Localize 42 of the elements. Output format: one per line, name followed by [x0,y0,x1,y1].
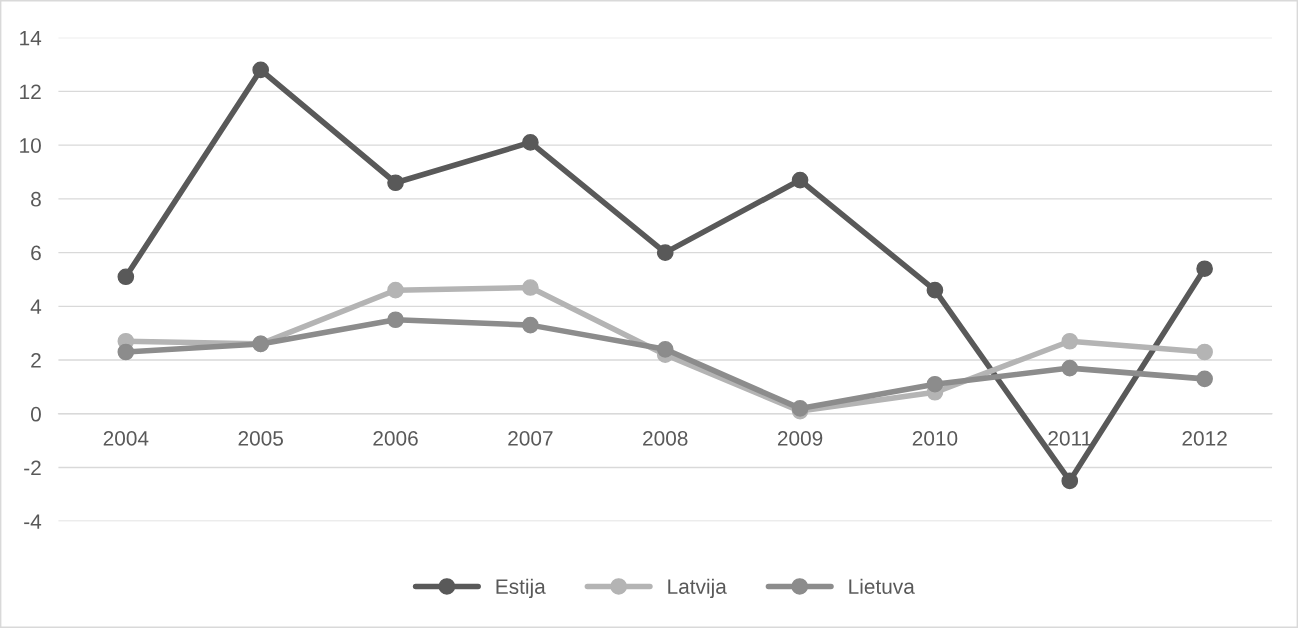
point [522,279,539,296]
point [1196,260,1213,278]
point [926,375,944,393]
x-tick-label: 2009 [777,431,823,446]
point [1061,359,1079,377]
x-tick-label: 2005 [238,431,283,446]
point [522,316,539,334]
x-tick-label: 2011 [1048,431,1092,446]
y-tick-label: 6 [31,245,41,261]
y-tick-label: 12 [20,84,41,99]
legend-label: Estija [496,578,546,599]
point [117,343,135,361]
point [387,174,404,192]
y-tick-label: -4 [24,514,42,529]
y-tick-label: -2 [24,460,41,476]
point [791,171,809,189]
point [1061,332,1079,350]
y-tick-label: 8 [31,191,41,207]
legend-label: Latvija [668,578,727,599]
y-tick-label: 0 [30,406,41,422]
x-tick-label: 2010 [912,431,958,446]
point [522,134,539,151]
y-tick-label: 2 [31,353,41,368]
x-tick-label: 2004 [103,431,149,446]
y-tick-label: 10 [20,138,41,153]
point [387,311,404,329]
point [1196,343,1213,361]
point [117,268,135,286]
x-tick-label: 2008 [643,431,688,446]
x-tick-label: 2007 [508,431,553,446]
point [252,61,270,79]
point [926,281,944,299]
x-tick-label: 2012 [1182,431,1227,446]
y-tick-label: 4 [30,299,42,314]
point [656,340,674,358]
point [1061,472,1079,490]
x-tick-label: 2006 [373,431,418,446]
point [656,244,674,261]
point [387,281,404,299]
legend-label: Lietuva [849,578,915,594]
point [1196,370,1213,388]
y-tick-label: 14 [20,30,42,46]
